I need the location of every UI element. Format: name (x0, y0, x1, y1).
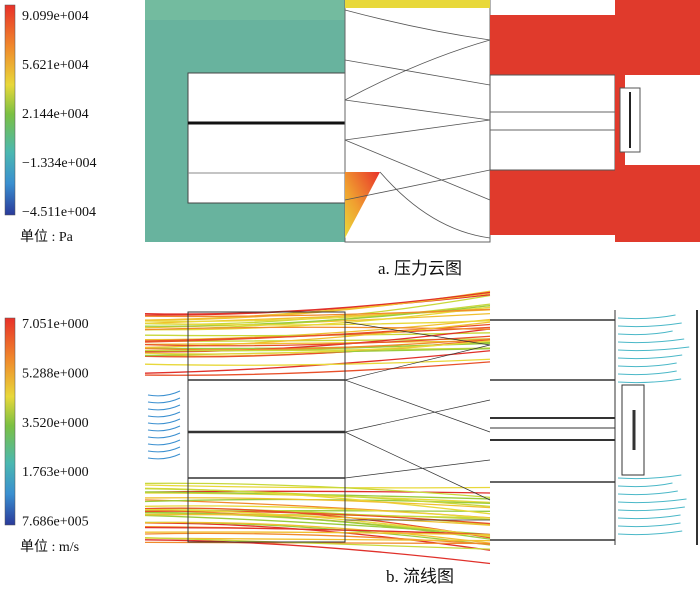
streamline (147, 425, 181, 432)
streamline (144, 291, 491, 315)
streamline (147, 418, 181, 425)
streamline (617, 330, 673, 336)
streamline (144, 484, 491, 489)
streamline (617, 506, 685, 512)
streamline (144, 526, 491, 536)
caption: a. 压力云图 (378, 259, 462, 278)
unit-label: 单位 : Pa (20, 229, 74, 245)
streamline (144, 539, 491, 565)
streamline (147, 453, 181, 460)
streamline (144, 537, 491, 542)
streamline (144, 308, 491, 318)
legend-label: −1.334e+004 (22, 156, 97, 171)
streamline (617, 314, 676, 320)
streamline (144, 335, 491, 347)
streamline (144, 532, 491, 545)
streamline (144, 361, 491, 376)
streamline (144, 320, 491, 326)
streamline (144, 338, 491, 351)
streamline (144, 505, 491, 519)
streamline (144, 340, 491, 346)
unit-label: 单位 : m/s (20, 539, 79, 555)
streamline (144, 536, 491, 550)
streamline (147, 411, 181, 418)
streamline (147, 432, 181, 439)
streamline (144, 513, 491, 526)
streamline (147, 446, 181, 453)
labels: 9.099e+004 5.621e+004 2.144e+004 −1.334e+00… (20, 9, 462, 586)
streamline (144, 340, 491, 355)
streamline (144, 347, 491, 352)
legend-label: 3.520e+000 (22, 416, 89, 431)
contour (145, 0, 345, 20)
streamline (144, 358, 491, 366)
streamlines (144, 290, 690, 565)
caption: b. 流线图 (386, 567, 454, 586)
streamline (617, 522, 681, 528)
streamline (147, 390, 181, 397)
streamline (617, 378, 682, 384)
geometry (187, 310, 698, 545)
legend-label: −4.511e+004 (22, 205, 96, 220)
legend-label: 9.099e+004 (22, 9, 89, 24)
streamline (144, 488, 491, 508)
legend-label: 2.144e+004 (22, 107, 89, 122)
streamline (617, 514, 681, 520)
chamber (489, 74, 616, 171)
streamline (147, 439, 181, 446)
streamline (617, 498, 687, 504)
streamline (144, 318, 491, 341)
streamline (617, 474, 682, 480)
streamline (144, 531, 491, 536)
streamline (617, 338, 685, 344)
streamline (617, 370, 677, 376)
blades (344, 9, 491, 239)
streamline (144, 350, 491, 374)
streamline (147, 397, 181, 404)
colorbar (4, 317, 16, 526)
nozzle (344, 0, 491, 243)
contour (490, 15, 615, 75)
streamline (144, 321, 491, 349)
streamline (617, 354, 683, 360)
legend-label: 5.288e+000 (22, 367, 89, 382)
streamline (617, 322, 682, 328)
inner-box (187, 72, 346, 204)
streamline (144, 490, 491, 494)
contour (490, 170, 615, 235)
panel-a (4, 0, 700, 243)
streamline (617, 490, 678, 496)
contour (345, 0, 490, 8)
legend-label: 7.051e+000 (22, 317, 89, 332)
streamline (144, 482, 491, 499)
streamline (144, 328, 491, 353)
streamline (147, 404, 181, 411)
streamline (617, 482, 673, 488)
streamline (617, 346, 690, 352)
colorbar (4, 4, 16, 216)
legend-label: 5.621e+004 (22, 58, 89, 73)
legend-label: 7.686e+005 (22, 514, 89, 529)
contour (345, 172, 380, 238)
streamline (144, 497, 491, 509)
streamline (617, 530, 683, 536)
streamline (144, 521, 491, 544)
streamline (144, 514, 491, 536)
streamline (617, 362, 677, 368)
panel-b (4, 290, 698, 565)
legend-label: 1.763e+000 (22, 465, 89, 480)
